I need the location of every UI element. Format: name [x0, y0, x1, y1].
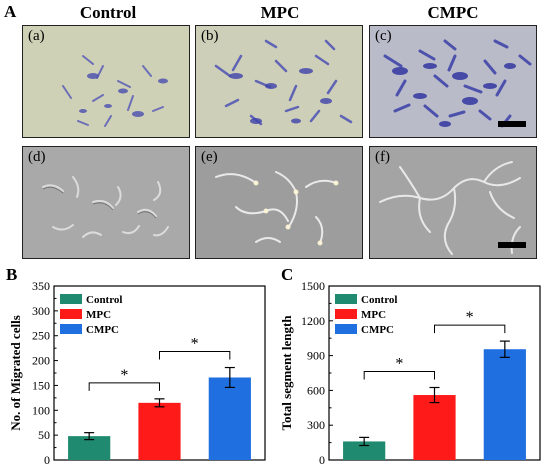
bar-cmpc — [483, 349, 526, 460]
y-tick-label: 0 — [319, 453, 325, 467]
micrograph-c: (c) — [369, 25, 537, 138]
y-tick-label: 50 — [38, 428, 50, 442]
bar-mpc — [138, 402, 181, 460]
y-axis-label: No. of Migrated cells — [8, 315, 23, 431]
legend-label-cmpc: CMPC — [86, 324, 119, 336]
bar-cmpc — [208, 377, 251, 460]
y-tick-label: 300 — [32, 304, 50, 318]
micrograph-label-f: (f) — [375, 149, 390, 165]
y-tick-label: 300 — [307, 418, 325, 432]
y-tick-label: 100 — [32, 403, 50, 417]
significance-bracket — [88, 382, 160, 391]
significance-star: * — [395, 356, 403, 373]
legend-label-mpc: MPC — [86, 309, 111, 321]
column-title-control: Control — [79, 3, 137, 22]
significance-bracket — [434, 324, 506, 334]
micrograph-label-a: (a) — [28, 28, 45, 44]
micrograph-f: (f) — [369, 146, 537, 259]
micrograph-label-c: (c) — [375, 28, 392, 44]
legend-label-control: Control — [361, 294, 397, 306]
column-title-mpc: MPC — [260, 3, 300, 22]
micrograph-a: (a) — [22, 25, 190, 138]
legend-swatch-control — [335, 294, 357, 304]
cell-pattern-d — [23, 147, 189, 258]
y-tick-label: 600 — [307, 383, 325, 397]
micrograph-b: (b) — [195, 25, 363, 138]
y-tick-label: 1200 — [301, 314, 325, 328]
scale-bar-top — [498, 121, 526, 127]
legend-swatch-mpc — [60, 309, 82, 319]
significance-star: * — [466, 309, 474, 326]
panel-letter-b: B — [6, 265, 18, 284]
legend-swatch-mpc — [335, 309, 357, 319]
y-tick-label: 200 — [32, 354, 50, 368]
chart-migrated-cells: 0 50 100 150 200 250 300 350 No. of Migrated cel… — [8, 279, 266, 467]
y-tick-label: 250 — [32, 329, 50, 343]
legend-swatch-cmpc — [60, 324, 82, 334]
cell-pattern-e — [196, 147, 362, 258]
stain-pattern-a — [23, 26, 189, 137]
chart-segment-length: 0 300 600 900 1200 1500 Total segment length * *… — [279, 279, 541, 467]
significance-bracket — [159, 351, 231, 360]
y-tick-label: 1500 — [301, 279, 325, 293]
micrograph-label-d: (d) — [28, 149, 46, 165]
y-axis-label: Total segment length — [279, 315, 294, 431]
micrograph-label-b: (b) — [201, 28, 219, 44]
legend-swatch-control — [60, 294, 82, 304]
significance-star: * — [120, 367, 128, 384]
cell-pattern-f — [370, 147, 536, 258]
y-tick-label: 0 — [44, 453, 50, 467]
y-tick-label: 900 — [307, 349, 325, 363]
panel-letter-c: C — [281, 265, 294, 284]
bar-control — [68, 436, 111, 460]
bar-control — [343, 441, 386, 460]
panel-letter-a: A — [4, 2, 17, 21]
significance-bracket — [363, 371, 435, 380]
column-title-cmpc: CMPC — [427, 3, 479, 22]
scale-bar-bottom — [498, 242, 526, 248]
legend-label-mpc: MPC — [361, 309, 386, 321]
legend-label-control: Control — [86, 294, 122, 306]
significance-star: * — [191, 336, 199, 353]
micrograph-d: (d) — [22, 146, 190, 259]
legend-swatch-cmpc — [335, 324, 357, 334]
y-tick-label: 350 — [32, 279, 50, 293]
legend-label-cmpc: CMPC — [361, 324, 394, 336]
bar-mpc — [413, 395, 456, 460]
micrograph-label-e: (e) — [201, 149, 218, 165]
micrograph-e: (e) — [195, 146, 363, 259]
stain-pattern-c — [370, 26, 536, 137]
stain-pattern-b — [196, 26, 362, 137]
y-tick-label: 150 — [32, 378, 50, 392]
